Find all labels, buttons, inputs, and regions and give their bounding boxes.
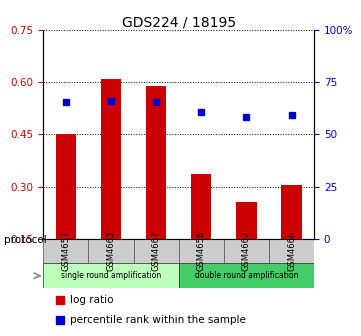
- Bar: [269, 239, 314, 263]
- Bar: [88, 239, 134, 263]
- Bar: [236, 202, 257, 239]
- Text: log ratio: log ratio: [70, 295, 114, 305]
- Bar: [224, 239, 269, 263]
- Text: GSM4657: GSM4657: [61, 231, 70, 271]
- Bar: [191, 174, 212, 239]
- Text: percentile rank within the sample: percentile rank within the sample: [70, 315, 246, 325]
- Text: GSM4656: GSM4656: [197, 231, 206, 271]
- Bar: [134, 239, 179, 263]
- Bar: [43, 239, 88, 263]
- Text: GSM4666: GSM4666: [287, 231, 296, 271]
- Bar: [281, 185, 302, 239]
- Bar: [43, 263, 179, 288]
- Text: GSM4667: GSM4667: [152, 231, 161, 271]
- Bar: [56, 134, 76, 239]
- Text: GSM4663: GSM4663: [106, 231, 116, 271]
- Bar: [101, 79, 121, 239]
- Text: single round amplification: single round amplification: [61, 271, 161, 280]
- Text: double round amplification: double round amplification: [195, 271, 298, 280]
- Bar: [179, 239, 224, 263]
- Bar: [146, 86, 166, 239]
- Bar: [179, 263, 314, 288]
- Text: GSM4662: GSM4662: [242, 231, 251, 271]
- Text: protocol: protocol: [4, 235, 46, 245]
- Title: GDS224 / 18195: GDS224 / 18195: [122, 15, 236, 29]
